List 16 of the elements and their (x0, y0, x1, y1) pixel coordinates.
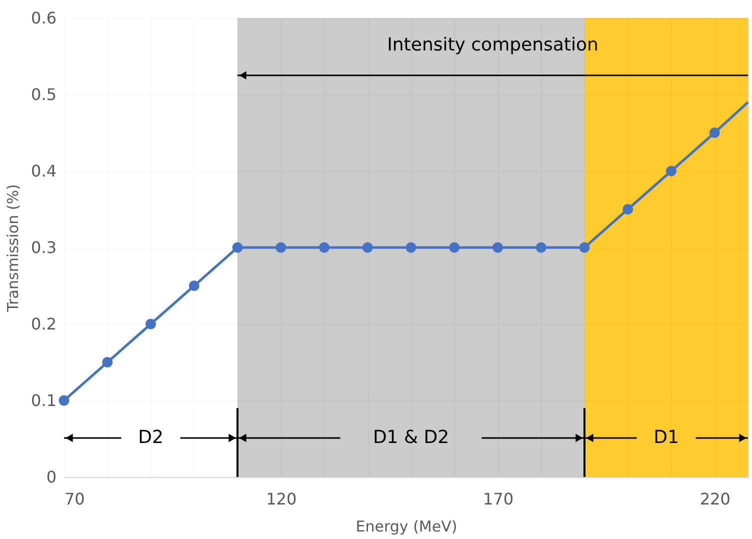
y-axis-title: Transmission (%) (4, 184, 22, 313)
x-tick-label: 170 (482, 490, 514, 508)
x-axis-title: Energy (MeV) (356, 518, 458, 536)
y-tick-label: 0.5 (31, 85, 56, 104)
y-tick-label: 0.3 (31, 238, 56, 257)
y-tick-label: 0.1 (31, 391, 56, 410)
x-tick-label: 220 (700, 490, 730, 508)
x-tick-label: 120 (266, 490, 297, 508)
y-tick-label: 0.2 (31, 314, 56, 334)
x-tick-label: 70 (64, 490, 85, 508)
band-label: D2 (138, 426, 164, 448)
y-tick-label: 0 (46, 468, 56, 486)
y-tick-label: 0.4 (31, 162, 56, 180)
y-tick-label: 0.6 (31, 8, 56, 28)
band-label: D1 (654, 426, 679, 448)
band-label: D1 & D2 (372, 426, 450, 448)
